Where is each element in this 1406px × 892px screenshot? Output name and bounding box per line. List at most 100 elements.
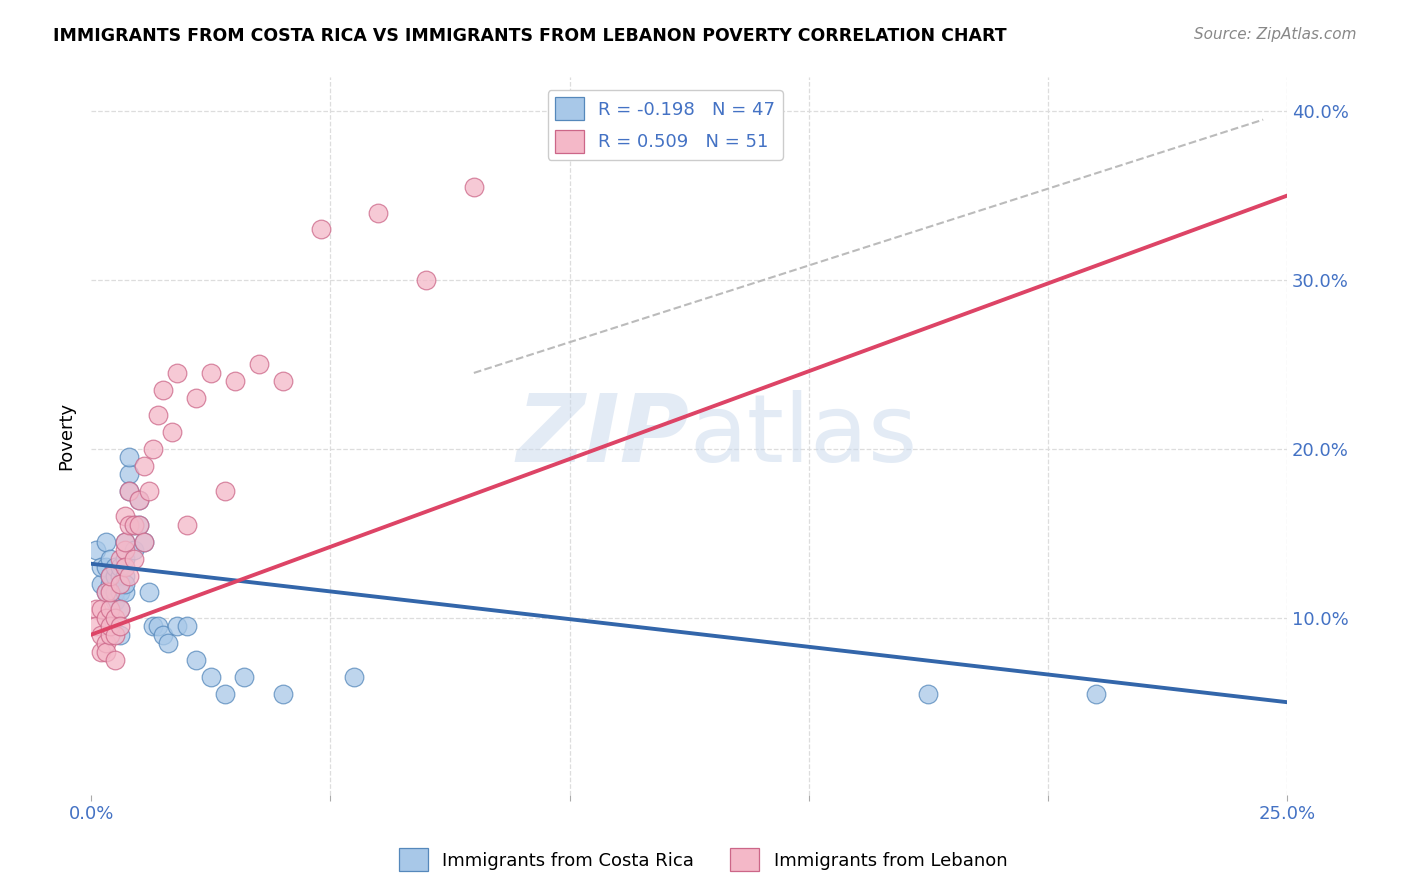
Point <box>1084 687 1107 701</box>
Legend: R = -0.198   N = 47, R = 0.509   N = 51: R = -0.198 N = 47, R = 0.509 N = 51 <box>548 90 783 160</box>
Point <box>118 568 141 582</box>
Point <box>463 180 485 194</box>
Point <box>94 585 117 599</box>
Point <box>176 517 198 532</box>
Point <box>104 611 127 625</box>
Point <box>122 543 145 558</box>
Point <box>122 551 145 566</box>
Point <box>152 627 174 641</box>
Point <box>118 467 141 482</box>
Point <box>176 619 198 633</box>
Point <box>98 619 121 633</box>
Point <box>98 551 121 566</box>
Point <box>128 492 150 507</box>
Point <box>108 551 131 566</box>
Point <box>94 560 117 574</box>
Point <box>84 619 107 633</box>
Point <box>142 619 165 633</box>
Point <box>104 568 127 582</box>
Point <box>309 222 332 236</box>
Point <box>108 577 131 591</box>
Point <box>108 627 131 641</box>
Point <box>90 560 112 574</box>
Point <box>214 687 236 701</box>
Point <box>200 366 222 380</box>
Point <box>84 602 107 616</box>
Point <box>98 627 121 641</box>
Point <box>233 670 256 684</box>
Point <box>122 517 145 532</box>
Point <box>138 585 160 599</box>
Text: atlas: atlas <box>689 391 917 483</box>
Point <box>84 543 107 558</box>
Point <box>122 517 145 532</box>
Point <box>271 375 294 389</box>
Legend: Immigrants from Costa Rica, Immigrants from Lebanon: Immigrants from Costa Rica, Immigrants f… <box>392 841 1014 879</box>
Point <box>146 408 169 422</box>
Point <box>118 484 141 499</box>
Point <box>166 619 188 633</box>
Point <box>98 577 121 591</box>
Point <box>128 517 150 532</box>
Point <box>138 484 160 499</box>
Point <box>118 450 141 465</box>
Point <box>114 534 136 549</box>
Text: IMMIGRANTS FROM COSTA RICA VS IMMIGRANTS FROM LEBANON POVERTY CORRELATION CHART: IMMIGRANTS FROM COSTA RICA VS IMMIGRANTS… <box>53 27 1007 45</box>
Point <box>166 366 188 380</box>
Y-axis label: Poverty: Poverty <box>58 402 75 470</box>
Point <box>108 560 131 574</box>
Point <box>224 375 246 389</box>
Point <box>108 568 131 582</box>
Point <box>186 653 208 667</box>
Point <box>128 492 150 507</box>
Point <box>104 627 127 641</box>
Point <box>104 560 127 574</box>
Point <box>98 568 121 582</box>
Point <box>214 484 236 499</box>
Point <box>90 577 112 591</box>
Point <box>108 585 131 599</box>
Point <box>98 585 121 599</box>
Point <box>94 644 117 658</box>
Point <box>118 517 141 532</box>
Point <box>114 577 136 591</box>
Point <box>114 543 136 558</box>
Point <box>132 458 155 473</box>
Point <box>108 602 131 616</box>
Point <box>90 602 112 616</box>
Point <box>114 560 136 574</box>
Point <box>247 358 270 372</box>
Point <box>186 391 208 405</box>
Point <box>98 602 121 616</box>
Point <box>114 534 136 549</box>
Point <box>132 534 155 549</box>
Point <box>415 273 437 287</box>
Point <box>90 644 112 658</box>
Point <box>146 619 169 633</box>
Text: Source: ZipAtlas.com: Source: ZipAtlas.com <box>1194 27 1357 42</box>
Point <box>152 383 174 397</box>
Point <box>142 442 165 456</box>
Point <box>162 425 184 439</box>
Point <box>367 205 389 219</box>
Point <box>98 585 121 599</box>
Point <box>114 509 136 524</box>
Point <box>104 585 127 599</box>
Point <box>200 670 222 684</box>
Point <box>128 517 150 532</box>
Point <box>104 653 127 667</box>
Text: ZIP: ZIP <box>516 391 689 483</box>
Point <box>94 585 117 599</box>
Point <box>114 568 136 582</box>
Point <box>108 602 131 616</box>
Point <box>108 619 131 633</box>
Point <box>94 636 117 650</box>
Point <box>104 594 127 608</box>
Point <box>90 627 112 641</box>
Point <box>114 551 136 566</box>
Point <box>156 636 179 650</box>
Point <box>118 484 141 499</box>
Point <box>132 534 155 549</box>
Point <box>343 670 366 684</box>
Point <box>114 585 136 599</box>
